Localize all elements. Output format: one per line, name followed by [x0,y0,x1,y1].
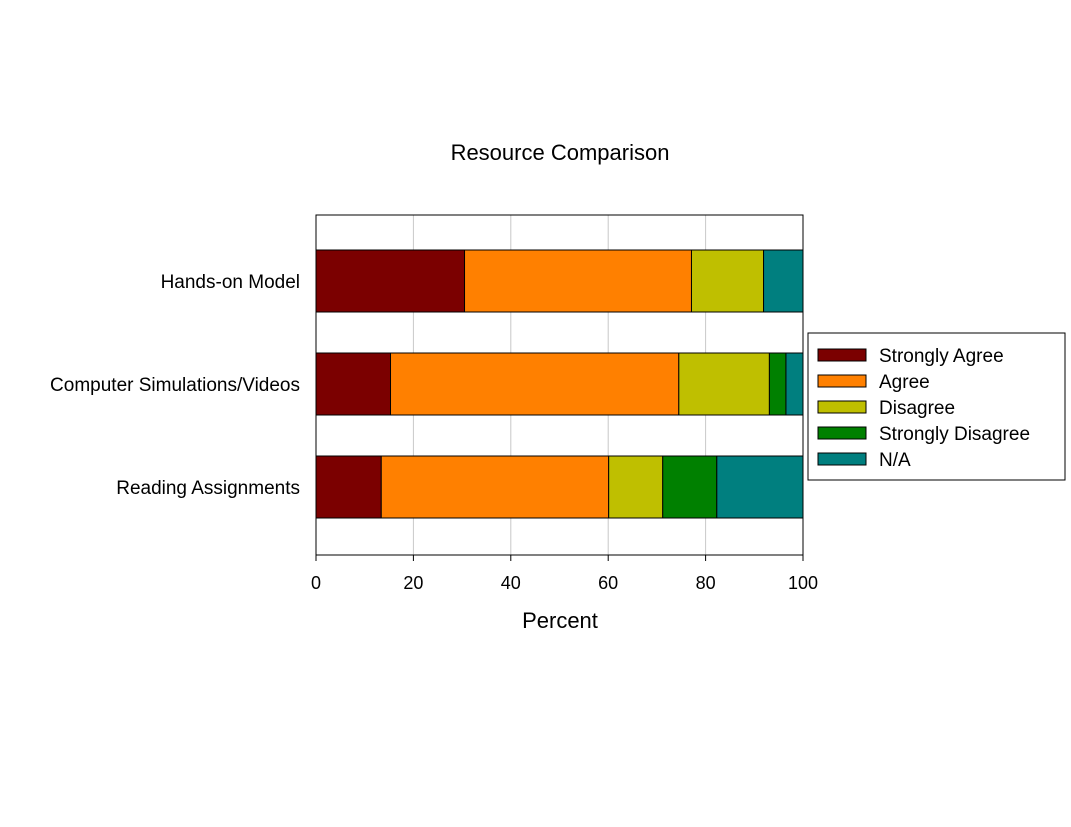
x-tick-label: 20 [403,573,423,593]
legend-swatch [817,426,867,440]
x-tick-label: 40 [501,573,521,593]
bar-segment [464,249,692,313]
bar-segment [716,455,804,519]
category-label: Reading Assignments [116,478,300,499]
legend-label: Strongly Disagree [879,424,1030,445]
bar-segment [315,249,466,313]
bar-segment [390,352,680,416]
legend-swatch [817,400,867,414]
legend-label: Disagree [879,398,955,419]
category-label: Hands-on Model [161,272,300,293]
bar-segment [678,352,770,416]
bar-segment [768,352,787,416]
x-tick-label: 100 [788,573,818,593]
bars [315,249,804,519]
bar-segment [315,352,392,416]
category-label: Computer Simulations/Videos [50,375,300,396]
legend-label: Agree [879,372,930,393]
category-labels: Hands-on Model Computer Simulations/Video… [50,272,300,499]
chart-title: Resource Comparison [451,140,670,165]
x-tick-label: 60 [598,573,618,593]
x-tick-label: 0 [311,573,321,593]
x-axis-label: Percent [522,608,598,633]
legend-swatch [817,452,867,466]
legend: Strongly Agree Agree Disagree Strongly Disa… [807,332,1066,481]
legend-label: Strongly Agree [879,346,1004,367]
x-tick-label: 80 [696,573,716,593]
legend-swatch [817,374,867,388]
bar-segment [662,455,718,519]
bar-segment [690,249,765,313]
bar-segment [785,352,804,416]
legend-label: N/A [879,450,911,471]
bar-segment [608,455,664,519]
x-axis-ticks: 0 20 40 60 80 100 [311,555,818,593]
plot-frame [315,214,804,556]
bar-segment [763,249,804,313]
bar-segment [380,455,610,519]
bar-segment [315,455,382,519]
legend-swatch [817,348,867,362]
